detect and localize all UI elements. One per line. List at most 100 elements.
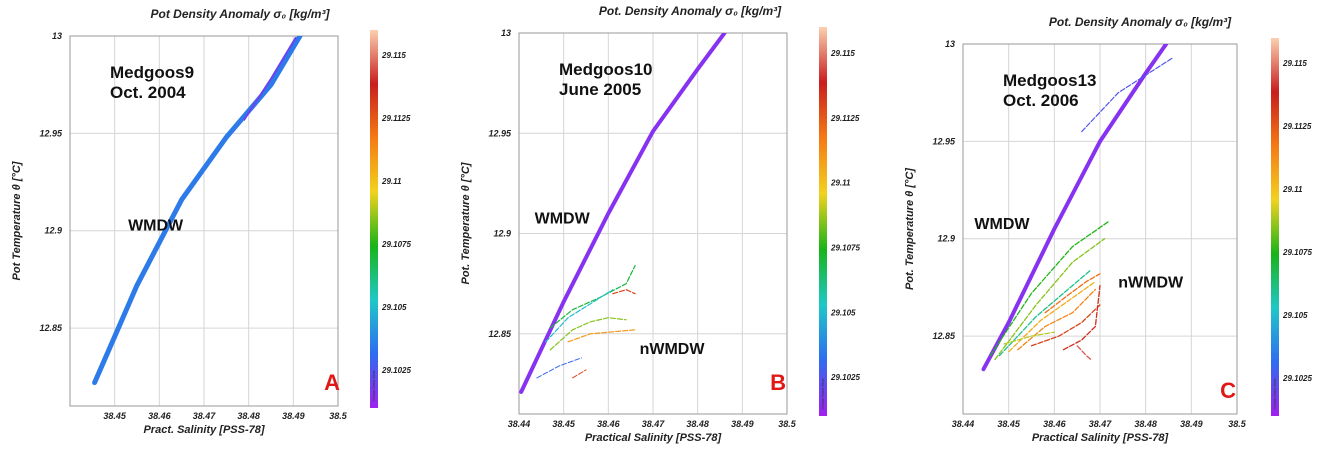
colorbar-tick-label: 29.115 [381, 51, 406, 60]
cast-date: Oct. 2004 [110, 83, 186, 102]
colorbar-tick-label: 29.1075 [830, 243, 860, 252]
panel-a: 38.45 38.46 38.47 38.48 38.49 38.5 12.85 12.9 12… [11, 7, 411, 436]
chart-title: Pot. Density Anomaly σ₀ [kg/m³] [599, 4, 782, 18]
panel-b: 38.44 38.45 38.46 38.47 38.48 38.49 38.5 12.85 1… [460, 4, 860, 444]
y-tick-label: 12.95 [932, 136, 956, 146]
y-tick-label: 13 [945, 39, 955, 49]
data-series-0 [981, 44, 1169, 372]
x-tick-label: 38.49 [731, 419, 754, 429]
x-tick-label: 38.5 [1228, 419, 1247, 429]
y-axis-label: Pot. Temperature θ [°C] [460, 162, 472, 284]
y-tick-label: 12.9 [493, 229, 511, 239]
x-tick-label: 38.47 [193, 411, 217, 421]
colorbar-watermark: Ocean Data View [1272, 378, 1277, 409]
colorbar-tick-label: 29.105 [830, 308, 856, 317]
x-tick-label: 38.49 [1180, 419, 1203, 429]
colorbar-watermark: Ocean Data View [820, 378, 825, 409]
x-tick-label: 38.49 [282, 411, 305, 421]
data-series-6 [536, 357, 582, 379]
cast-name: Medgoos10 [559, 60, 653, 79]
colorbar-tick-label: 29.1125 [1282, 122, 1312, 131]
data-series-7 [572, 369, 587, 379]
x-tick-label: 38.5 [329, 411, 348, 421]
x-tick-label: 38.5 [778, 419, 797, 429]
y-axis-label: Pot Temperature θ [°C] [11, 161, 23, 280]
data-series-11 [1076, 345, 1092, 361]
data-layer [519, 33, 727, 394]
x-tick-label: 38.47 [1089, 419, 1113, 429]
cast-name: Medgoos13 [1003, 71, 1097, 90]
x-tick-label: 38.46 [1043, 419, 1067, 429]
x-tick-label: 38.45 [997, 419, 1021, 429]
x-tick-label: 38.48 [686, 419, 709, 429]
data-layer [981, 44, 1174, 372]
x-tick-label: 38.45 [103, 411, 127, 421]
colorbar-tick-label: 29.11 [830, 179, 851, 188]
colorbar-tick-label: 29.1075 [381, 240, 411, 249]
annotation-label: WMDW [128, 218, 184, 235]
colorbar-tick-label: 29.1025 [830, 373, 860, 382]
x-tick-label: 38.44 [952, 419, 975, 429]
data-series-7 [1030, 304, 1101, 347]
data-series-9 [1044, 273, 1101, 314]
colorbar-tick-label: 29.105 [1282, 311, 1308, 320]
panel-c: 38.44 38.45 38.46 38.47 38.48 38.49 38.5 12.85 1… [904, 15, 1312, 444]
data-series-0 [92, 36, 303, 386]
data-series-0 [519, 33, 727, 394]
annotation-label: WMDW [535, 211, 591, 228]
x-tick-label: 38.48 [237, 411, 260, 421]
colorbar-tick-label: 29.105 [381, 303, 407, 312]
data-series-4 [567, 329, 636, 343]
data-series-6 [1017, 288, 1097, 351]
plot-frame [69, 35, 339, 407]
data-series-2 [545, 289, 614, 343]
colorbar-tick-label: 29.1125 [381, 114, 411, 123]
colorbar-tick-label: 29.1075 [1282, 248, 1312, 257]
data-series-1 [549, 265, 636, 329]
x-axis-label: Pract. Salinity [PSS-78] [143, 424, 264, 436]
annotation-label: nWMDW [1118, 274, 1184, 291]
y-tick-label: 12.85 [39, 323, 63, 333]
x-tick-label: 38.48 [1134, 419, 1157, 429]
x-axis-label: Practical Salinity [PSS-78] [585, 432, 722, 444]
x-tick-label: 38.45 [552, 419, 576, 429]
x-tick-label: 38.44 [508, 419, 531, 429]
data-series-2 [989, 220, 1110, 357]
y-tick-label: 12.95 [488, 128, 512, 138]
y-tick-label: 12.9 [937, 234, 955, 244]
data-series-10 [1003, 331, 1055, 345]
y-tick-label: 12.9 [44, 226, 62, 236]
data-series-3 [994, 238, 1106, 361]
x-axis-label: Practical Salinity [PSS-78] [1032, 432, 1169, 444]
x-tick-label: 38.46 [597, 419, 621, 429]
colorbar-tick-label: 29.11 [381, 177, 402, 186]
data-series-1 [1081, 56, 1174, 133]
data-series-8 [1062, 284, 1101, 351]
x-tick-label: 38.47 [642, 419, 666, 429]
panel-letter: A [324, 370, 340, 395]
panel-letter: C [1220, 378, 1236, 403]
data-series-5 [1008, 280, 1097, 353]
data-series-4 [998, 269, 1092, 357]
data-series-1 [243, 36, 297, 121]
plot-frame [962, 43, 1238, 415]
y-axis-label: Pot. Temperature θ [°C] [904, 168, 916, 290]
colorbar [370, 30, 378, 408]
cast-date: Oct. 2006 [1003, 91, 1079, 110]
annotation-label: WMDW [974, 216, 1030, 233]
colorbar-tick-label: 29.1025 [1282, 374, 1312, 383]
colorbar [1271, 38, 1279, 416]
x-tick-label: 38.46 [148, 411, 172, 421]
colorbar [819, 27, 827, 416]
data-layer [92, 36, 303, 386]
colorbar-tick-label: 29.115 [1282, 59, 1307, 68]
colorbar-tick-label: 29.11 [1282, 185, 1303, 194]
chart-title: Pot Density Anomaly σ₀ [kg/m³] [151, 7, 331, 21]
colorbar-tick-label: 29.1025 [381, 366, 411, 375]
y-tick-label: 12.95 [39, 128, 63, 138]
y-tick-label: 13 [501, 28, 511, 38]
panel-letter: B [770, 370, 786, 395]
annotation-label: nWMDW [640, 341, 706, 358]
y-tick-label: 12.85 [932, 331, 956, 341]
